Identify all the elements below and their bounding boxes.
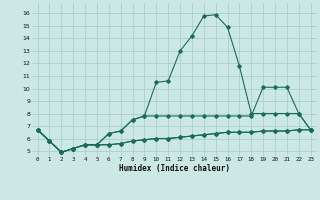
X-axis label: Humidex (Indice chaleur): Humidex (Indice chaleur) <box>119 164 229 173</box>
